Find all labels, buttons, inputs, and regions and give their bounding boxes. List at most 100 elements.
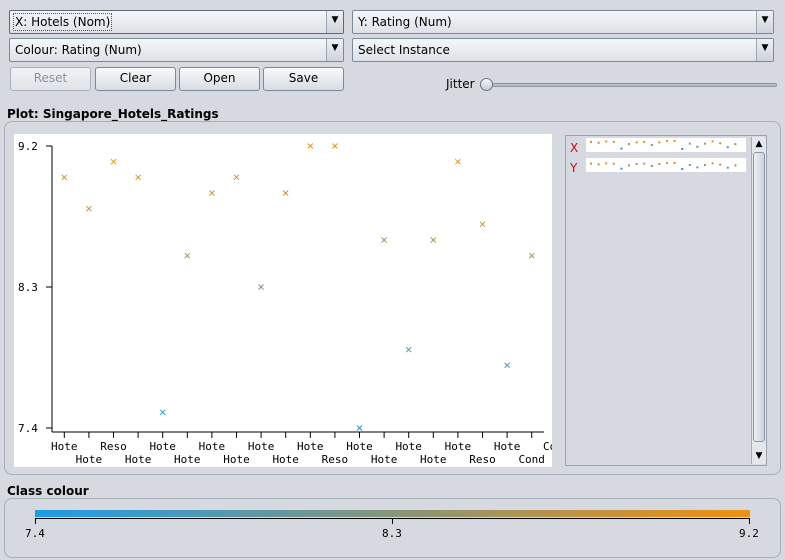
data-point[interactable] <box>110 158 117 165</box>
colour-scale-tick-mid <box>392 518 393 524</box>
y-strip-point <box>643 162 646 165</box>
class-colour-panel <box>4 498 781 558</box>
scrollbar-thumb[interactable] <box>753 152 765 442</box>
data-point[interactable] <box>184 252 191 259</box>
x-tick-label-bottom: Hote <box>174 453 201 466</box>
data-point[interactable] <box>381 237 387 243</box>
x-strip-point <box>673 140 676 142</box>
y-attribute-strip[interactable] <box>586 158 746 172</box>
x-strip-point <box>688 142 691 145</box>
x-tick-label-top: Hote <box>395 440 422 453</box>
plot-title: Plot: Singapore_Hotels_Ratings <box>7 107 219 121</box>
y-strip-point <box>673 162 676 164</box>
jitter-slider-track[interactable] <box>480 83 777 87</box>
open-button[interactable]: Open <box>179 67 260 91</box>
x-tick-label-bottom: Hote <box>125 453 152 466</box>
chevron-down-icon: ▼ <box>756 39 773 61</box>
x-tick-label-bottom: Hote <box>420 453 447 466</box>
colour-select[interactable]: Colour: Rating (Num) ▼ <box>9 38 344 62</box>
x-tick-label-top: Hote <box>248 440 275 453</box>
y-strip-point <box>635 163 638 165</box>
data-point[interactable] <box>86 205 92 212</box>
data-point[interactable] <box>282 190 289 196</box>
colour-scale-tick-min <box>35 518 36 524</box>
y-strip-point <box>696 166 699 169</box>
scroll-up-icon[interactable]: ▲ <box>755 139 763 149</box>
data-point[interactable] <box>405 346 412 353</box>
colour-scale-mid: 8.3 <box>382 527 402 540</box>
scrollbar[interactable]: ▲ ▼ <box>751 137 766 464</box>
data-point[interactable] <box>258 284 264 290</box>
y-strip-point <box>688 164 691 166</box>
x-strip-point <box>605 140 608 143</box>
y-marker-label: Y <box>570 161 578 175</box>
data-point[interactable] <box>61 174 68 181</box>
y-strip-point <box>658 163 661 165</box>
scatter-plot[interactable]: 9.2 8.3 7.4 Hote Reso Hote Hote Hote Hote Hote Ho… <box>14 134 570 467</box>
data-point[interactable] <box>135 174 141 181</box>
y-strip-point <box>681 168 684 170</box>
y-strip-point <box>666 162 668 164</box>
instance-select[interactable]: Select Instance ▼ <box>352 38 774 62</box>
jitter-label: Jitter <box>446 77 475 91</box>
save-button[interactable]: Save <box>263 67 344 91</box>
y-strip-point <box>726 166 729 169</box>
data-point[interactable] <box>455 158 461 165</box>
x-strip-point <box>696 145 699 148</box>
y-strip-point <box>711 162 714 165</box>
colour-scale-tick-max <box>749 518 750 524</box>
colour-scale-min: 7.4 <box>25 527 45 540</box>
colour-select-value: Colour: Rating (Num) <box>15 43 142 57</box>
jitter-slider-thumb[interactable] <box>480 78 493 91</box>
data-point[interactable] <box>159 409 166 416</box>
x-tick-label-top: Hote <box>51 440 78 453</box>
data-point[interactable] <box>528 252 535 259</box>
data-point[interactable] <box>504 362 510 369</box>
data-point[interactable] <box>356 425 363 431</box>
y-strip-point <box>734 164 737 167</box>
y-tick-label: 8.3 <box>18 281 38 294</box>
scroll-down-icon[interactable]: ▼ <box>755 451 763 461</box>
x-tick-label-top: Hote <box>346 440 373 453</box>
x-tick-label-bottom: Reso <box>322 453 349 466</box>
x-strip-point <box>650 144 653 146</box>
x-tick-label-top: Hote <box>297 440 324 453</box>
y-strip-point <box>605 162 608 165</box>
x-tick-label-top: Cond <box>543 440 552 453</box>
y-strip-point <box>719 163 722 166</box>
y-strip-point <box>704 164 706 166</box>
y-strip-point <box>612 162 615 165</box>
y-strip-point <box>597 163 600 166</box>
data-point[interactable] <box>430 237 437 243</box>
clear-button[interactable]: Clear <box>95 67 176 91</box>
instance-select-value: Select Instance <box>358 43 450 57</box>
data-point[interactable] <box>479 221 486 228</box>
x-strip-point <box>612 140 615 143</box>
x-tick-label-bottom: Hote <box>272 453 299 466</box>
data-point[interactable] <box>307 143 314 149</box>
x-tick-label-top: Reso <box>100 440 127 453</box>
y-axis-select[interactable]: Y: Rating (Num) ▼ <box>352 10 774 34</box>
data-point[interactable] <box>233 174 240 181</box>
x-axis-select[interactable]: X: Hotels (Nom) ▼ <box>9 10 344 34</box>
x-attribute-strip[interactable] <box>586 138 746 152</box>
data-point[interactable] <box>209 190 215 196</box>
x-strip-point <box>681 148 684 150</box>
x-strip-point <box>734 143 737 146</box>
data-point[interactable] <box>332 143 338 149</box>
x-tick-label-bottom: Hote <box>223 453 250 466</box>
reset-button[interactable]: Reset <box>10 67 91 91</box>
x-tick-label-top: Hote <box>199 440 226 453</box>
x-strip-point <box>635 141 638 144</box>
x-tick-label-bottom: Cond <box>518 453 545 466</box>
x-strip-point <box>711 140 714 143</box>
x-strip-point <box>597 141 600 144</box>
x-tick-label-top: Hote <box>445 440 472 453</box>
x-strip-point <box>590 140 592 143</box>
x-strip-point <box>658 141 661 144</box>
scatter-chart: 9.28.37.4 Hote Reso Hote Hote Hote Hote Hote Ho… <box>18 140 570 466</box>
y-strip-point <box>650 165 653 167</box>
class-colour-title: Class colour <box>7 484 89 498</box>
x-strip-point <box>628 143 630 146</box>
y-strip-point <box>620 167 623 170</box>
